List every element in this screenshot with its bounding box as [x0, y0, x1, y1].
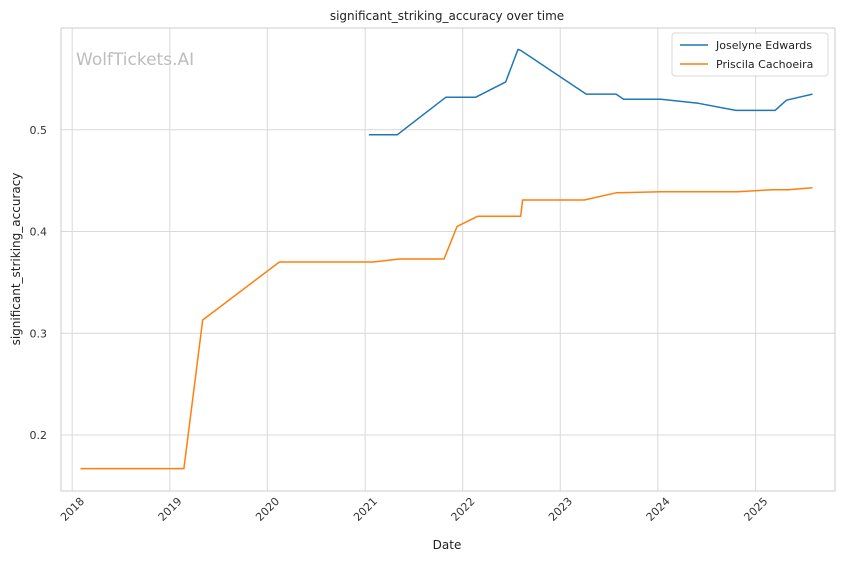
legend-box	[671, 32, 829, 77]
chart-title: significant_striking_accuracy over time	[330, 9, 564, 23]
y-tick-label: 0.4	[30, 226, 48, 239]
legend: Joselyne Edwards Priscila Cachoeira	[671, 32, 829, 77]
series-lines	[80, 48, 813, 470]
y-axis-label: significant_striking_accuracy	[9, 173, 23, 346]
y-axis-ticks: 0.2 0.3 0.4 0.5	[30, 124, 48, 442]
watermark: WolfTickets.AI	[76, 50, 194, 70]
plot-area-frame	[60, 27, 836, 492]
y-tick-label: 0.2	[30, 429, 48, 442]
x-axis-label: Date	[433, 538, 462, 552]
series-line-priscila-cachoeira	[80, 187, 813, 470]
series-line-joselyne-edwards	[368, 48, 813, 136]
y-tick-label: 0.3	[30, 327, 48, 340]
y-tick-label: 0.5	[30, 124, 48, 137]
grid	[61, 28, 835, 491]
legend-label-priscila-cachoeira: Priscila Cachoeira	[716, 58, 813, 71]
legend-label-joselyne-edwards: Joselyne Edwards	[715, 39, 812, 52]
